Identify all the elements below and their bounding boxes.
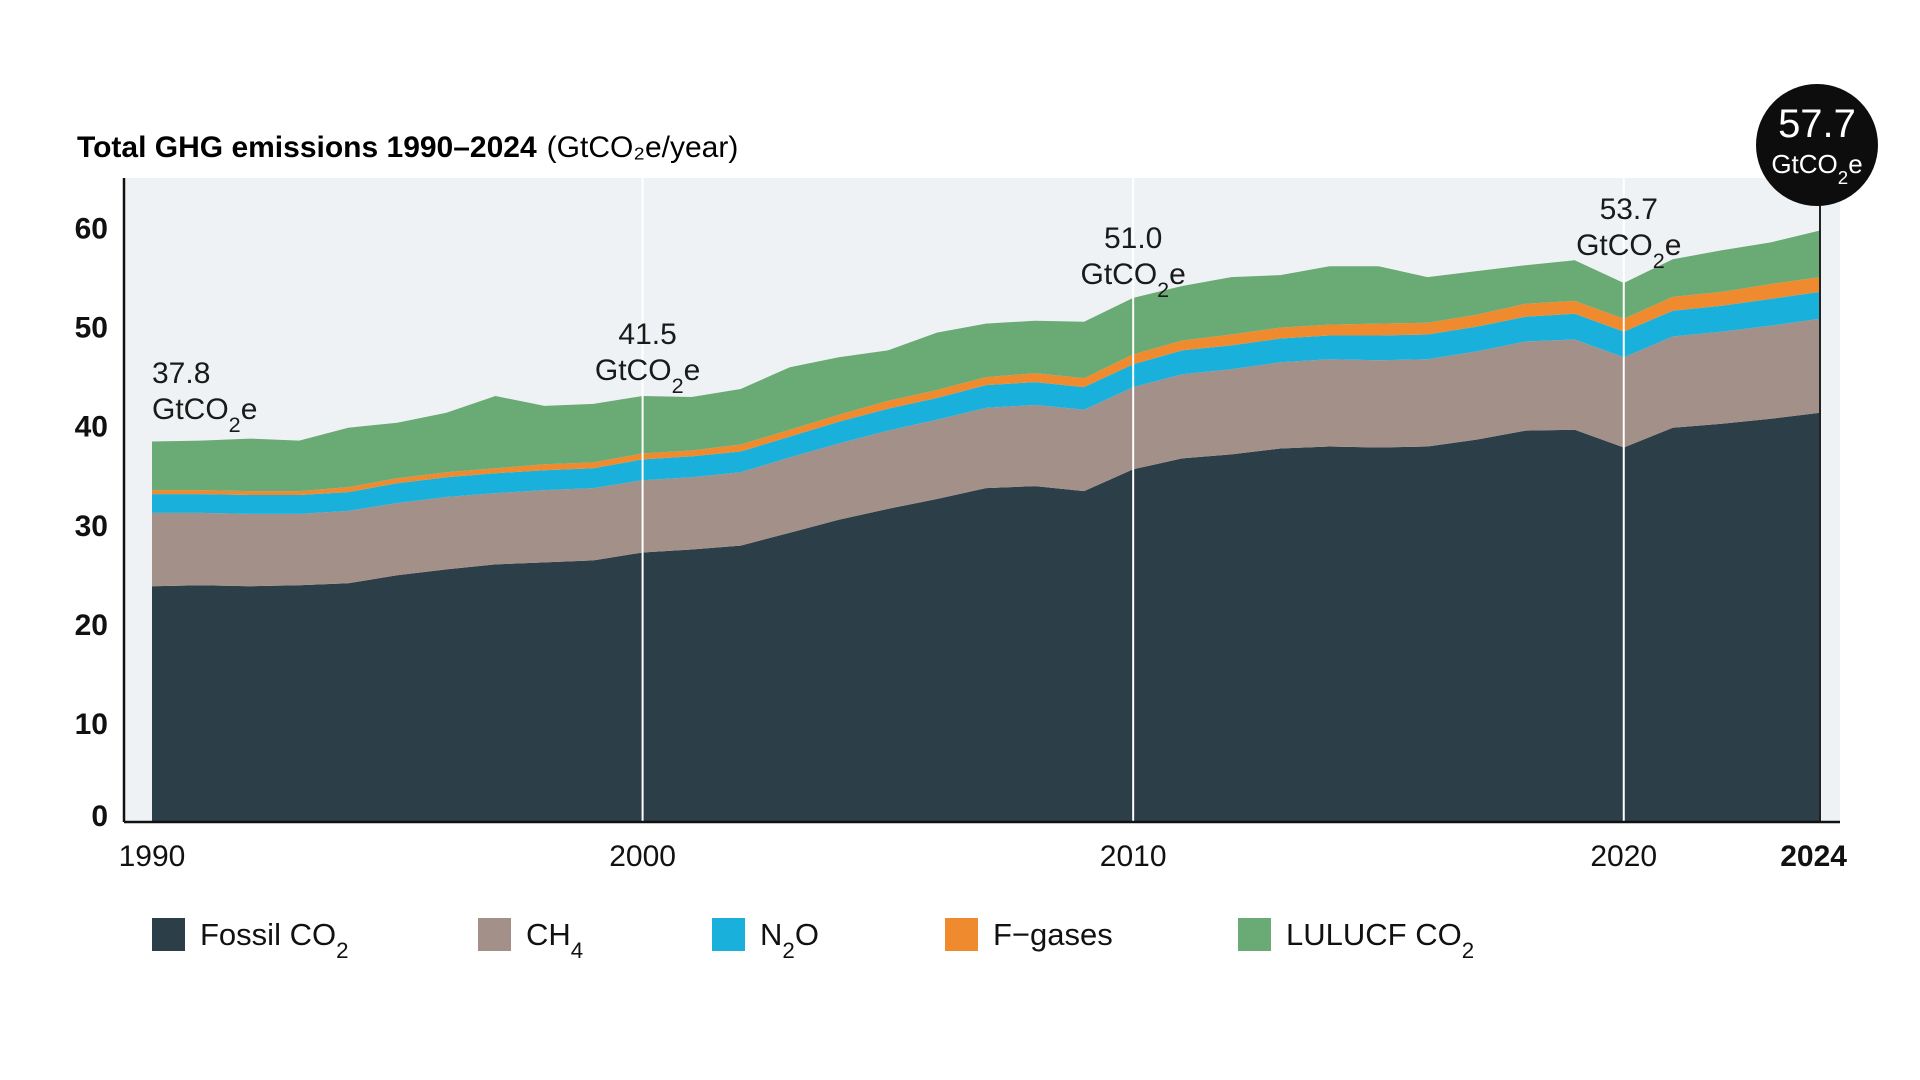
annotation-unit-2010: GtCO2​e — [1080, 258, 1185, 302]
y-tick-label: 20 — [75, 609, 108, 642]
legend-label: CH4​ — [526, 917, 583, 963]
annotation-value-2010: 51.0 — [1104, 222, 1162, 255]
y-tick-label: 0 — [91, 800, 108, 833]
total-badge-2024 — [1756, 84, 1878, 206]
y-tick-label: 40 — [75, 411, 108, 444]
x-tick-label: 2020 — [1590, 840, 1657, 873]
badge-unit: GtCO2​e — [1771, 149, 1862, 188]
legend-label: LULUCF CO2​ — [1286, 917, 1474, 963]
x-tick-label: 1990 — [119, 840, 186, 873]
area-series-3 — [152, 277, 1820, 495]
year-gridlines — [641, 150, 1821, 822]
y-tick-label: 60 — [75, 213, 108, 246]
legend-label: N2​O — [760, 917, 819, 963]
chart-title: Total GHG emissions 1990–2024 (GtCO₂e/yea… — [77, 131, 738, 164]
y-tick-label: 50 — [75, 312, 108, 345]
legend-label: F−gases — [993, 917, 1113, 952]
y-tick-label: 10 — [75, 708, 108, 741]
y-tick-label: 30 — [75, 510, 108, 543]
legend-swatch — [152, 918, 185, 951]
annotation-unit-2020: GtCO2​e — [1576, 229, 1681, 273]
x-axis-ticks: 1990 2000 2010 2020 2024 — [119, 840, 1848, 873]
legend-swatch — [478, 918, 511, 951]
annotation-unit-2000: GtCO2​e — [595, 354, 700, 398]
area-series-4 — [152, 230, 1820, 492]
y-axis-ticks: 0 10 20 30 40 50 60 — [75, 213, 108, 833]
annotation-unit-1990: GtCO2​e — [152, 393, 257, 437]
legend-swatch — [712, 918, 745, 951]
annotation-value-2020: 53.7 — [1600, 193, 1658, 226]
legend: Fossil CO2​ CH4​ N2​O F−gases LULUCF CO2​ — [152, 917, 1474, 963]
x-tick-label: 2000 — [609, 840, 676, 873]
legend-swatch — [945, 918, 978, 951]
stacked-areas — [152, 230, 1820, 822]
area-series-1 — [152, 318, 1820, 587]
chart-title-main: Total GHG emissions 1990–2024 — [77, 131, 537, 164]
total-annotations: 37.8GtCO2​e41.5GtCO2​e51.0GtCO2​e53.7GtC… — [152, 84, 1878, 437]
area-series-0 — [152, 412, 1820, 822]
x-tick-label: 2010 — [1100, 840, 1167, 873]
annotation-value-1990: 37.8 — [152, 357, 210, 390]
x-tick-label: 2024 — [1780, 840, 1847, 873]
badge-value: 57.7 — [1778, 102, 1856, 146]
chart-title-unit: (GtCO₂e/year) — [547, 131, 739, 164]
legend-swatch — [1238, 918, 1271, 951]
legend-label: Fossil CO2​ — [200, 917, 349, 963]
axes — [122, 178, 1840, 824]
annotation-value-2000: 41.5 — [618, 318, 676, 351]
area-series-2 — [152, 291, 1820, 514]
